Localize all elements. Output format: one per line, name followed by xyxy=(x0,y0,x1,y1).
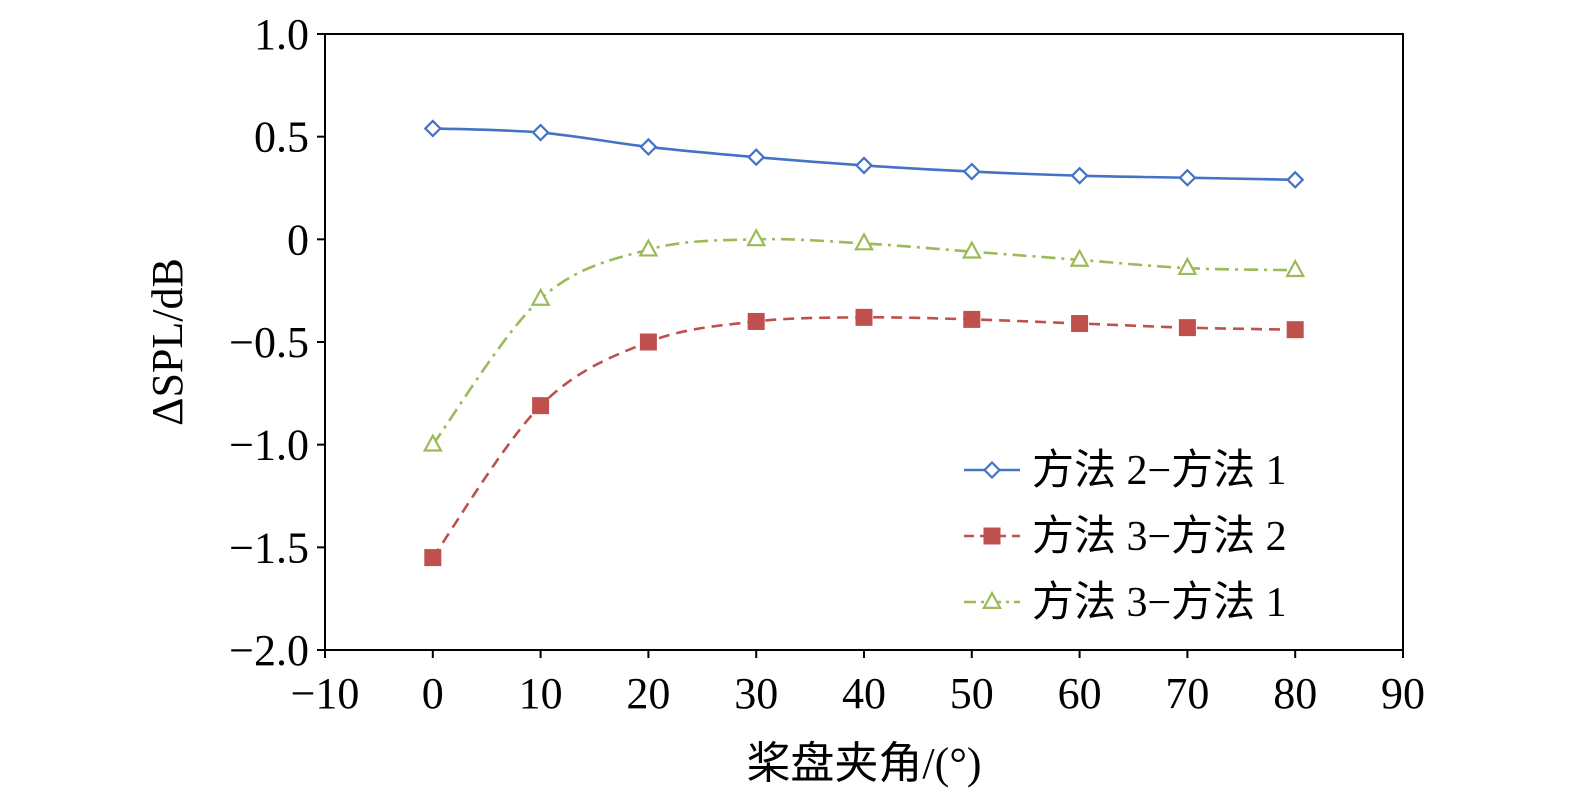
y-tick-label: −0.5 xyxy=(229,318,309,367)
y-tick-label: 1.0 xyxy=(254,10,309,59)
legend-marker xyxy=(983,527,1001,545)
x-tick-label: 50 xyxy=(950,669,994,718)
series-layer xyxy=(422,119,1306,567)
y-tick-label: −2.0 xyxy=(229,626,309,675)
x-tick-label: 60 xyxy=(1058,669,1102,718)
data-point xyxy=(639,333,657,351)
y-tick-label: 0 xyxy=(287,215,309,264)
data-point xyxy=(1178,168,1197,187)
x-tick-label: 70 xyxy=(1165,669,1209,718)
x-tick-label: 90 xyxy=(1381,669,1425,718)
data-point xyxy=(963,310,981,328)
legend-marker xyxy=(982,460,1002,480)
x-tick-label: −10 xyxy=(291,669,360,718)
data-point xyxy=(1178,319,1196,337)
y-tick-label: 0.5 xyxy=(254,113,309,162)
data-point xyxy=(1177,256,1198,276)
data-point xyxy=(961,240,982,259)
legend-item: 方法 3−方法 2 xyxy=(964,514,1287,560)
series-line xyxy=(431,237,1296,446)
x-axis-ticks: −10 0 10 20 30 40 50 60 70 80 90 xyxy=(291,650,1425,718)
data-point xyxy=(530,287,551,306)
x-tick-label: 80 xyxy=(1273,669,1317,718)
data-point xyxy=(1285,258,1306,278)
data-point xyxy=(747,148,766,167)
data-point xyxy=(638,238,659,257)
data-point xyxy=(1069,248,1090,267)
legend-label: 方法 3−方法 1 xyxy=(1032,580,1287,626)
data-point xyxy=(854,232,874,251)
x-axis-title: 桨盘夹角/(°) xyxy=(746,739,981,788)
data-point xyxy=(1286,321,1304,339)
legend: 方法 2−方法 1 方法 3−方法 2 方法 3−方法 1 xyxy=(964,448,1287,626)
data-point xyxy=(532,397,550,415)
x-tick-label: 10 xyxy=(519,669,563,718)
y-axis-title: ΔSPL/dB xyxy=(143,258,192,426)
data-point xyxy=(855,308,873,326)
data-point xyxy=(1070,166,1089,185)
series-line xyxy=(431,316,1296,559)
y-axis-ticks: 1.0 0.5 0 −0.5 −1.0 −1.5 −2.0 xyxy=(229,10,325,675)
data-point xyxy=(424,549,442,567)
legend-item: 方法 3−方法 1 xyxy=(964,580,1287,626)
x-tick-label: 40 xyxy=(842,669,886,718)
data-point xyxy=(531,123,550,142)
series-2 xyxy=(424,308,1304,567)
legend-label: 方法 2−方法 1 xyxy=(1032,448,1287,494)
data-point xyxy=(854,156,874,175)
data-point xyxy=(746,228,767,247)
data-point xyxy=(1286,170,1305,189)
x-tick-label: 30 xyxy=(734,669,778,718)
data-point xyxy=(962,162,981,181)
y-tick-label: −1.5 xyxy=(229,523,309,572)
legend-label: 方法 3−方法 2 xyxy=(1032,514,1287,560)
data-point xyxy=(747,312,765,330)
series-3 xyxy=(422,228,1306,452)
data-point xyxy=(422,433,443,452)
series-1 xyxy=(423,119,1305,189)
x-tick-label: 20 xyxy=(626,669,670,718)
legend-item: 方法 2−方法 1 xyxy=(964,448,1287,494)
data-point xyxy=(1071,315,1089,333)
data-point xyxy=(423,119,442,138)
data-point xyxy=(639,137,658,156)
x-tick-label: 0 xyxy=(422,669,444,718)
legend-marker xyxy=(982,590,1002,609)
y-tick-label: −1.0 xyxy=(229,421,309,470)
